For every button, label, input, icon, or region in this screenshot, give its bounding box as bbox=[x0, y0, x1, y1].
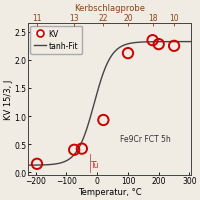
Y-axis label: KV 15/3, J: KV 15/3, J bbox=[4, 80, 13, 120]
X-axis label: Temperatur, °C: Temperatur, °C bbox=[77, 187, 141, 196]
Point bbox=[80, 147, 83, 151]
X-axis label: Kerbschlagprobe: Kerbschlagprobe bbox=[74, 4, 144, 13]
Point bbox=[126, 52, 129, 55]
Point bbox=[35, 162, 38, 166]
Point bbox=[150, 39, 153, 43]
Legend: KV, tanh-Fit: KV, tanh-Fit bbox=[30, 26, 82, 54]
Text: Fe9Cr FCT 5h: Fe9Cr FCT 5h bbox=[119, 134, 169, 143]
Text: Tü: Tü bbox=[90, 161, 98, 170]
Point bbox=[72, 148, 75, 152]
Point bbox=[156, 43, 160, 47]
Point bbox=[172, 45, 175, 48]
Point bbox=[101, 119, 104, 122]
